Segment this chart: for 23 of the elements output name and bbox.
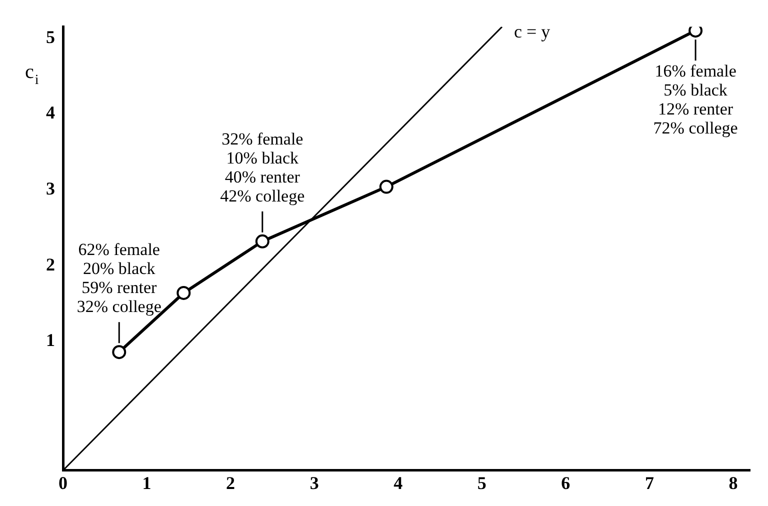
annotation: 16% female 5% black 12% renter 72% college: [653, 62, 738, 138]
y-tick-label: 4: [46, 102, 55, 123]
x-tick-label: 7: [644, 472, 654, 493]
point: [688, 26, 703, 38]
point: [112, 345, 126, 360]
x-tick-label: 8: [728, 472, 738, 493]
y-tick-label: 1: [46, 330, 55, 350]
annotation: 32% female 10% black 40% renter 42% college: [220, 129, 305, 206]
y-tick-label: 3: [46, 178, 55, 198]
x-tick-label: 3: [310, 472, 319, 493]
annotation: 62% female 20% black 59% renter 32% college: [76, 240, 162, 316]
x-tick-label: 4: [394, 472, 403, 493]
x-tick-label: 2: [226, 472, 236, 493]
y-tick-label: 5: [46, 26, 55, 47]
x-tick-label: 1: [142, 472, 152, 493]
point: [176, 286, 191, 300]
x-tick-label: 0: [58, 472, 68, 493]
point: [255, 234, 270, 248]
x-tick-label: 5: [477, 472, 486, 493]
x-tick-label: 6: [561, 472, 570, 493]
series-label: c = y: [514, 22, 550, 42]
y-tick-label: 2: [46, 254, 55, 274]
point: [379, 180, 394, 194]
